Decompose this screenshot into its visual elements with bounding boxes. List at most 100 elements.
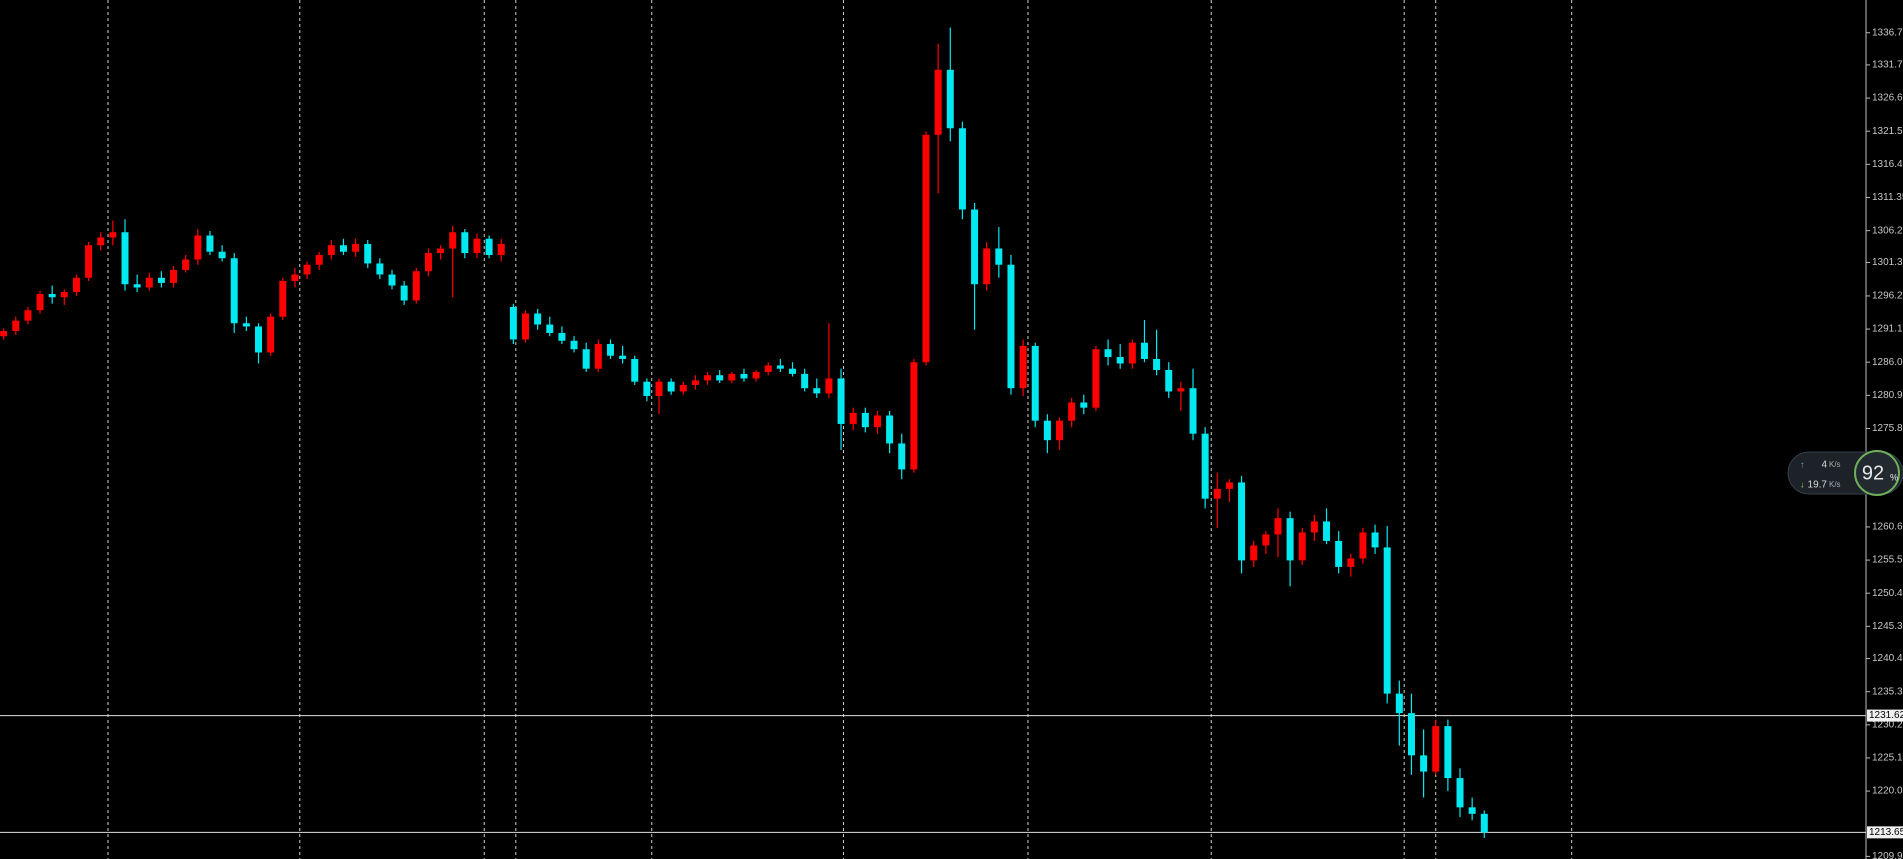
candle-body xyxy=(667,381,675,392)
candle-body xyxy=(437,248,445,254)
candle-body xyxy=(1153,358,1161,371)
candle-body xyxy=(509,306,517,340)
candle-body xyxy=(0,331,8,337)
candle-body xyxy=(1238,482,1246,561)
candle-body xyxy=(85,245,93,278)
candle-body xyxy=(121,232,129,285)
y-tick-label: 1326.65 xyxy=(1872,93,1903,104)
candle-body xyxy=(48,293,56,298)
y-tick-label: 1306.25 xyxy=(1872,225,1903,236)
candle-body xyxy=(1335,540,1343,567)
price-label-box xyxy=(1867,709,1903,722)
candle-body xyxy=(315,254,323,265)
candle-body xyxy=(1347,558,1355,567)
y-tick-label: 1209.95 xyxy=(1872,851,1903,859)
candle-body xyxy=(1177,388,1185,392)
candle-body xyxy=(570,340,578,350)
candle-body xyxy=(764,365,772,372)
candle-body xyxy=(327,245,335,255)
candle-body xyxy=(1383,547,1391,694)
candle-body xyxy=(534,313,542,325)
candle-body xyxy=(606,344,614,356)
candle-body xyxy=(776,365,784,369)
candle-body xyxy=(97,237,105,246)
candle-body xyxy=(339,245,347,252)
candle-body xyxy=(728,373,736,381)
candle-body xyxy=(631,358,639,382)
download-unit: K/s xyxy=(1829,480,1841,489)
up-arrow: ↑ xyxy=(1800,459,1805,469)
candle-body xyxy=(1007,264,1015,389)
candle-body xyxy=(1140,342,1148,359)
candle-body xyxy=(242,323,250,327)
candle-body xyxy=(825,378,833,394)
candle-body xyxy=(60,292,68,298)
candle-body xyxy=(716,375,724,381)
candle-body xyxy=(594,344,602,369)
candle-body xyxy=(230,258,238,324)
candle-body xyxy=(582,349,590,369)
candle-body xyxy=(1286,518,1294,561)
candle-body xyxy=(1092,349,1100,408)
y-tick-label: 1275.80 xyxy=(1872,423,1903,434)
candle-body xyxy=(886,415,894,444)
y-tick-label: 1316.45 xyxy=(1872,159,1903,170)
y-tick-label: 1321.55 xyxy=(1872,126,1903,137)
candle-body xyxy=(1371,532,1379,548)
candle-body xyxy=(194,235,202,260)
candle-body xyxy=(1323,521,1331,541)
candle-body xyxy=(291,274,299,281)
download-speed: 19.7 xyxy=(1808,480,1828,491)
candle-body xyxy=(983,248,991,285)
candle-body xyxy=(36,293,44,311)
candle-body xyxy=(1298,532,1306,561)
y-tick-label: 1235.30 xyxy=(1872,686,1903,697)
y-tick-label: 1336.70 xyxy=(1872,27,1903,38)
down-arrow: ↓ xyxy=(1800,479,1805,489)
candle-body xyxy=(133,284,141,288)
candle-body xyxy=(1225,482,1233,489)
candle-body xyxy=(109,232,117,238)
candle-body xyxy=(1480,813,1488,833)
candle-body xyxy=(1456,778,1464,808)
candle-body xyxy=(449,232,457,249)
candle-body xyxy=(1104,349,1112,358)
candle-body xyxy=(1250,545,1258,561)
candle-body xyxy=(376,263,384,275)
candle-body xyxy=(789,368,797,374)
candle-body xyxy=(655,381,663,397)
candle-body xyxy=(679,384,687,392)
price-label: 1231.62 xyxy=(1869,710,1903,721)
candle-body xyxy=(1019,345,1027,389)
y-tick-label: 1255.55 xyxy=(1872,555,1903,566)
candle-body xyxy=(1165,370,1173,392)
candle-body xyxy=(1359,532,1367,559)
candle-body xyxy=(1444,726,1452,779)
y-tick-label: 1311.35 xyxy=(1872,192,1903,203)
price-label-box xyxy=(1867,826,1903,839)
candle-body xyxy=(388,274,396,286)
candle-body xyxy=(1031,345,1039,421)
candle-body xyxy=(958,128,966,210)
widget-ring xyxy=(1854,450,1900,496)
y-tick-label: 1230.20 xyxy=(1872,719,1903,730)
candle-body xyxy=(995,248,1003,265)
speed-widget: ↑ ↓ 4 K/s 19.7 K/s 92 % xyxy=(1787,450,1903,496)
candle-body xyxy=(691,380,699,385)
candle-body xyxy=(485,238,493,255)
y-tick-label: 1296.20 xyxy=(1872,291,1903,302)
y-tick-label: 1286.00 xyxy=(1872,357,1903,368)
y-tick-label: 1225.10 xyxy=(1872,753,1903,764)
candle-body xyxy=(873,415,881,428)
y-tick-label: 1250.45 xyxy=(1872,588,1903,599)
candle-body xyxy=(473,238,481,254)
candle-body xyxy=(1213,488,1221,499)
candle-body xyxy=(424,253,432,272)
percent-value: 92 xyxy=(1862,462,1884,484)
candle-body xyxy=(279,280,287,317)
upload-speed: 4 xyxy=(1821,460,1827,471)
candle-body xyxy=(412,271,420,301)
candle-body xyxy=(704,375,712,381)
